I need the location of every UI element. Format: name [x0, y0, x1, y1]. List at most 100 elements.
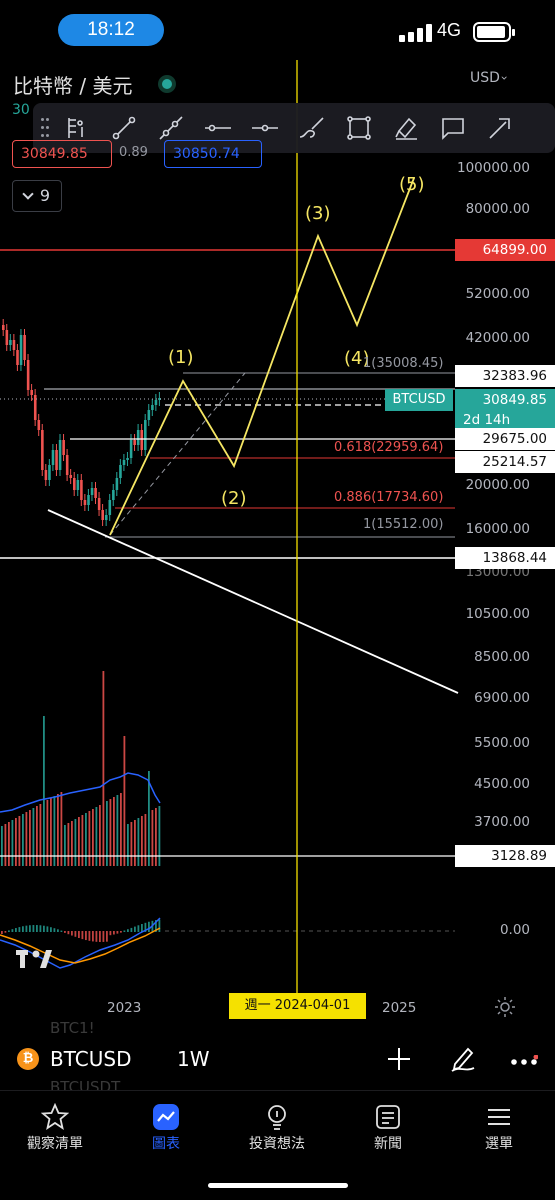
price-chart[interactable]: (1) (2) (3) (4) (5) 1(35008.45) 0.618(22…: [0, 60, 555, 995]
highlighter-tool-icon[interactable]: [382, 103, 429, 153]
volume-bar: [11, 820, 14, 866]
time-axis-label-2025: 2025: [382, 1000, 417, 1016]
volume-bar: [1, 826, 3, 866]
add-icon[interactable]: [386, 1046, 412, 1072]
indicators-toggle-button[interactable]: 9: [12, 180, 62, 212]
candle-body: [65, 455, 69, 475]
macd-histogram-bar: [43, 925, 45, 932]
arrow-tool-icon[interactable]: [476, 103, 523, 153]
more-options-icon[interactable]: [510, 1054, 539, 1068]
chart-settings-icon[interactable]: [494, 996, 516, 1018]
volume-bar: [67, 823, 70, 866]
macd-histogram-bar: [109, 931, 112, 936]
volume-bar: [29, 810, 31, 866]
network-type: 4G: [437, 20, 462, 40]
fib-retracement: [105, 372, 455, 538]
wave-label-4: (4): [344, 348, 370, 369]
horizontal-ray-tool-icon[interactable]: [241, 103, 288, 153]
volume-bar: [81, 815, 84, 866]
macd-histogram-bar: [53, 928, 56, 932]
volume-bar: [123, 736, 126, 866]
spread-value: 0.89: [119, 145, 148, 160]
candle-body: [154, 400, 158, 405]
elliott-wave-path: [109, 177, 415, 536]
macd-histogram-bar: [144, 922, 147, 932]
macd-histogram-bar: [99, 931, 101, 942]
price-scale-label: 10500.00: [465, 606, 530, 622]
tab-watchlist[interactable]: 觀察清單: [10, 1101, 100, 1153]
candle-body: [108, 500, 112, 515]
macd-scale-label: 0.00: [499, 922, 530, 938]
sell-button[interactable]: 30849.85: [12, 140, 112, 168]
tab-label: 投資想法: [249, 1136, 305, 1152]
volume-bar: [71, 821, 73, 866]
drag-handle[interactable]: [41, 118, 51, 138]
drawing-pen-icon[interactable]: [449, 1044, 477, 1072]
volume-bar: [43, 716, 45, 866]
macd-indicator: [0, 917, 455, 969]
currency-selector[interactable]: USD›: [470, 70, 511, 86]
macd-histogram-bar: [64, 931, 66, 933]
current-symbol-tag: BTCUSD: [385, 389, 453, 411]
current-price-tag: BTCUSD 30849.85 2d 14h: [385, 389, 555, 431]
ray-tool-icon[interactable]: [147, 103, 194, 153]
interval-selector[interactable]: 1W: [177, 1047, 210, 1071]
buy-button[interactable]: 30850.74: [164, 140, 262, 168]
indicator-count: 9: [39, 186, 51, 205]
volume-bar: [144, 814, 147, 866]
macd-histogram-bar: [78, 931, 80, 939]
macd-histogram-bar: [141, 924, 143, 932]
price-tag-13868: 13868.44: [455, 547, 555, 569]
candle-body: [147, 410, 151, 420]
tab-label: 新聞: [374, 1136, 402, 1152]
volume-bar: [130, 822, 133, 866]
symbol-ticker[interactable]: BTCUSD: [50, 1047, 132, 1071]
candle-body: [69, 475, 73, 478]
currency-label: USD: [470, 70, 500, 86]
fib-label-1-bottom: 1(15512.00): [363, 517, 443, 532]
current-price-value-box: 30849.85 2d 14h: [455, 389, 555, 431]
drawing-toolbar: [33, 103, 555, 153]
candle-body: [90, 488, 94, 495]
price-tag-3128: 3128.89: [455, 845, 555, 867]
lightbulb-icon: [232, 1101, 322, 1133]
volume-bar: [78, 817, 80, 866]
macd-histogram-bar: [120, 931, 122, 933]
note-tool-icon[interactable]: [429, 103, 476, 153]
candle-body: [87, 495, 90, 505]
fib-retracement-tool-icon[interactable]: [53, 103, 100, 153]
trend-line-tool-icon[interactable]: [100, 103, 147, 153]
candle-body: [48, 465, 51, 480]
star-icon: [10, 1101, 100, 1133]
sell-price: 30849.85: [21, 146, 88, 162]
wave-label-1: (1): [168, 347, 194, 368]
macd-line: [0, 917, 161, 969]
crosshair-time-label: 週一 2024-04-01: [229, 993, 366, 1019]
candle-body: [33, 395, 37, 420]
candle-body: [55, 450, 58, 470]
candle-body: [62, 440, 65, 455]
horizontal-line-tool-icon[interactable]: [194, 103, 241, 153]
time-axis-label-2023: 2023: [107, 1000, 142, 1016]
symbol-bar: ₿ BTCUSD 1W: [0, 1038, 555, 1082]
candle-body: [12, 340, 16, 350]
candle-body: [94, 488, 97, 498]
price-tag-29675: 29675.00: [455, 428, 555, 450]
macd-histogram-bar: [123, 930, 126, 932]
volume-bar: [134, 820, 136, 866]
volume-bar: [25, 812, 28, 866]
tab-menu[interactable]: 選單: [454, 1101, 544, 1153]
tab-ideas[interactable]: 投資想法: [232, 1101, 322, 1153]
brush-tool-icon[interactable]: [288, 103, 335, 153]
status-time: 18:12: [58, 14, 164, 46]
macd-histogram-bar: [116, 931, 119, 934]
rectangle-tool-icon[interactable]: [335, 103, 382, 153]
volume-bar: [32, 808, 35, 866]
macd-histogram-bar: [4, 931, 7, 933]
candle-body: [112, 490, 115, 500]
tab-chart[interactable]: 圖表: [121, 1101, 211, 1153]
symbol-title[interactable]: 比特幣 / 美元: [13, 74, 133, 98]
tab-news[interactable]: 新聞: [343, 1101, 433, 1153]
candle-body: [30, 390, 33, 395]
candle-body: [16, 350, 19, 365]
